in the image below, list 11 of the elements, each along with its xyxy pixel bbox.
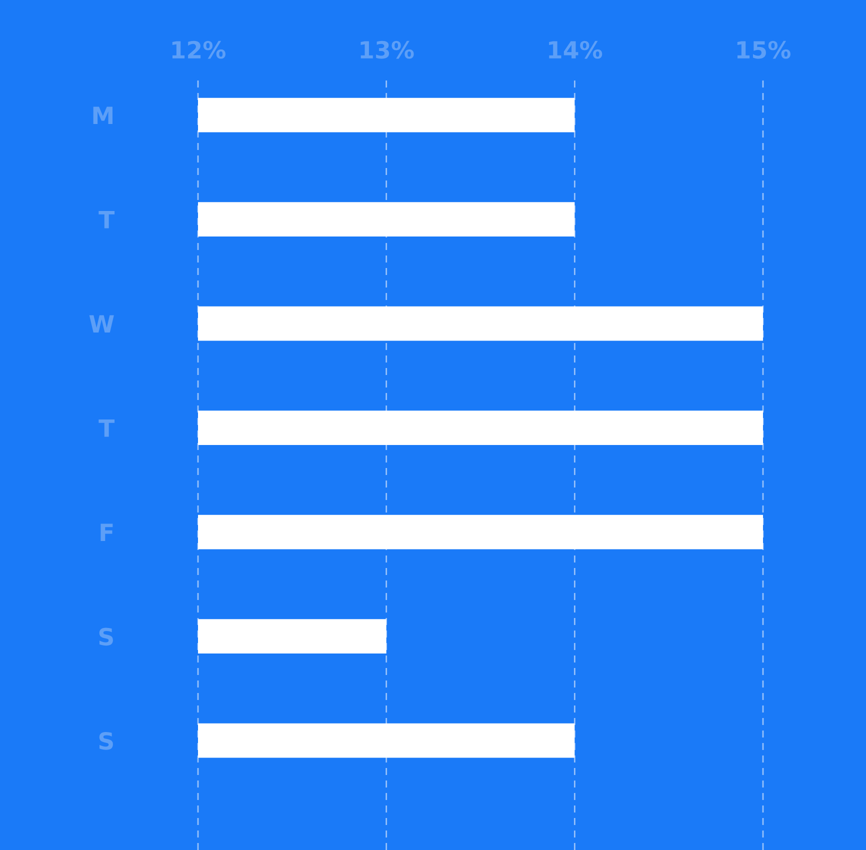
x-tick-label: 15% <box>737 40 791 59</box>
x-tick-label: 12% <box>172 40 226 59</box>
y-tick-label: S <box>99 628 113 646</box>
x-tick-label: 13% <box>360 40 414 59</box>
y-tick-label: M <box>93 106 112 124</box>
y-tick-label: F <box>100 524 113 542</box>
y-tick-label: W <box>89 315 114 332</box>
x-tick-label: 14% <box>549 40 602 59</box>
y-tick-label: T <box>98 211 115 228</box>
y-tick-label: T <box>98 420 115 437</box>
y-tick-label: S <box>99 732 113 750</box>
